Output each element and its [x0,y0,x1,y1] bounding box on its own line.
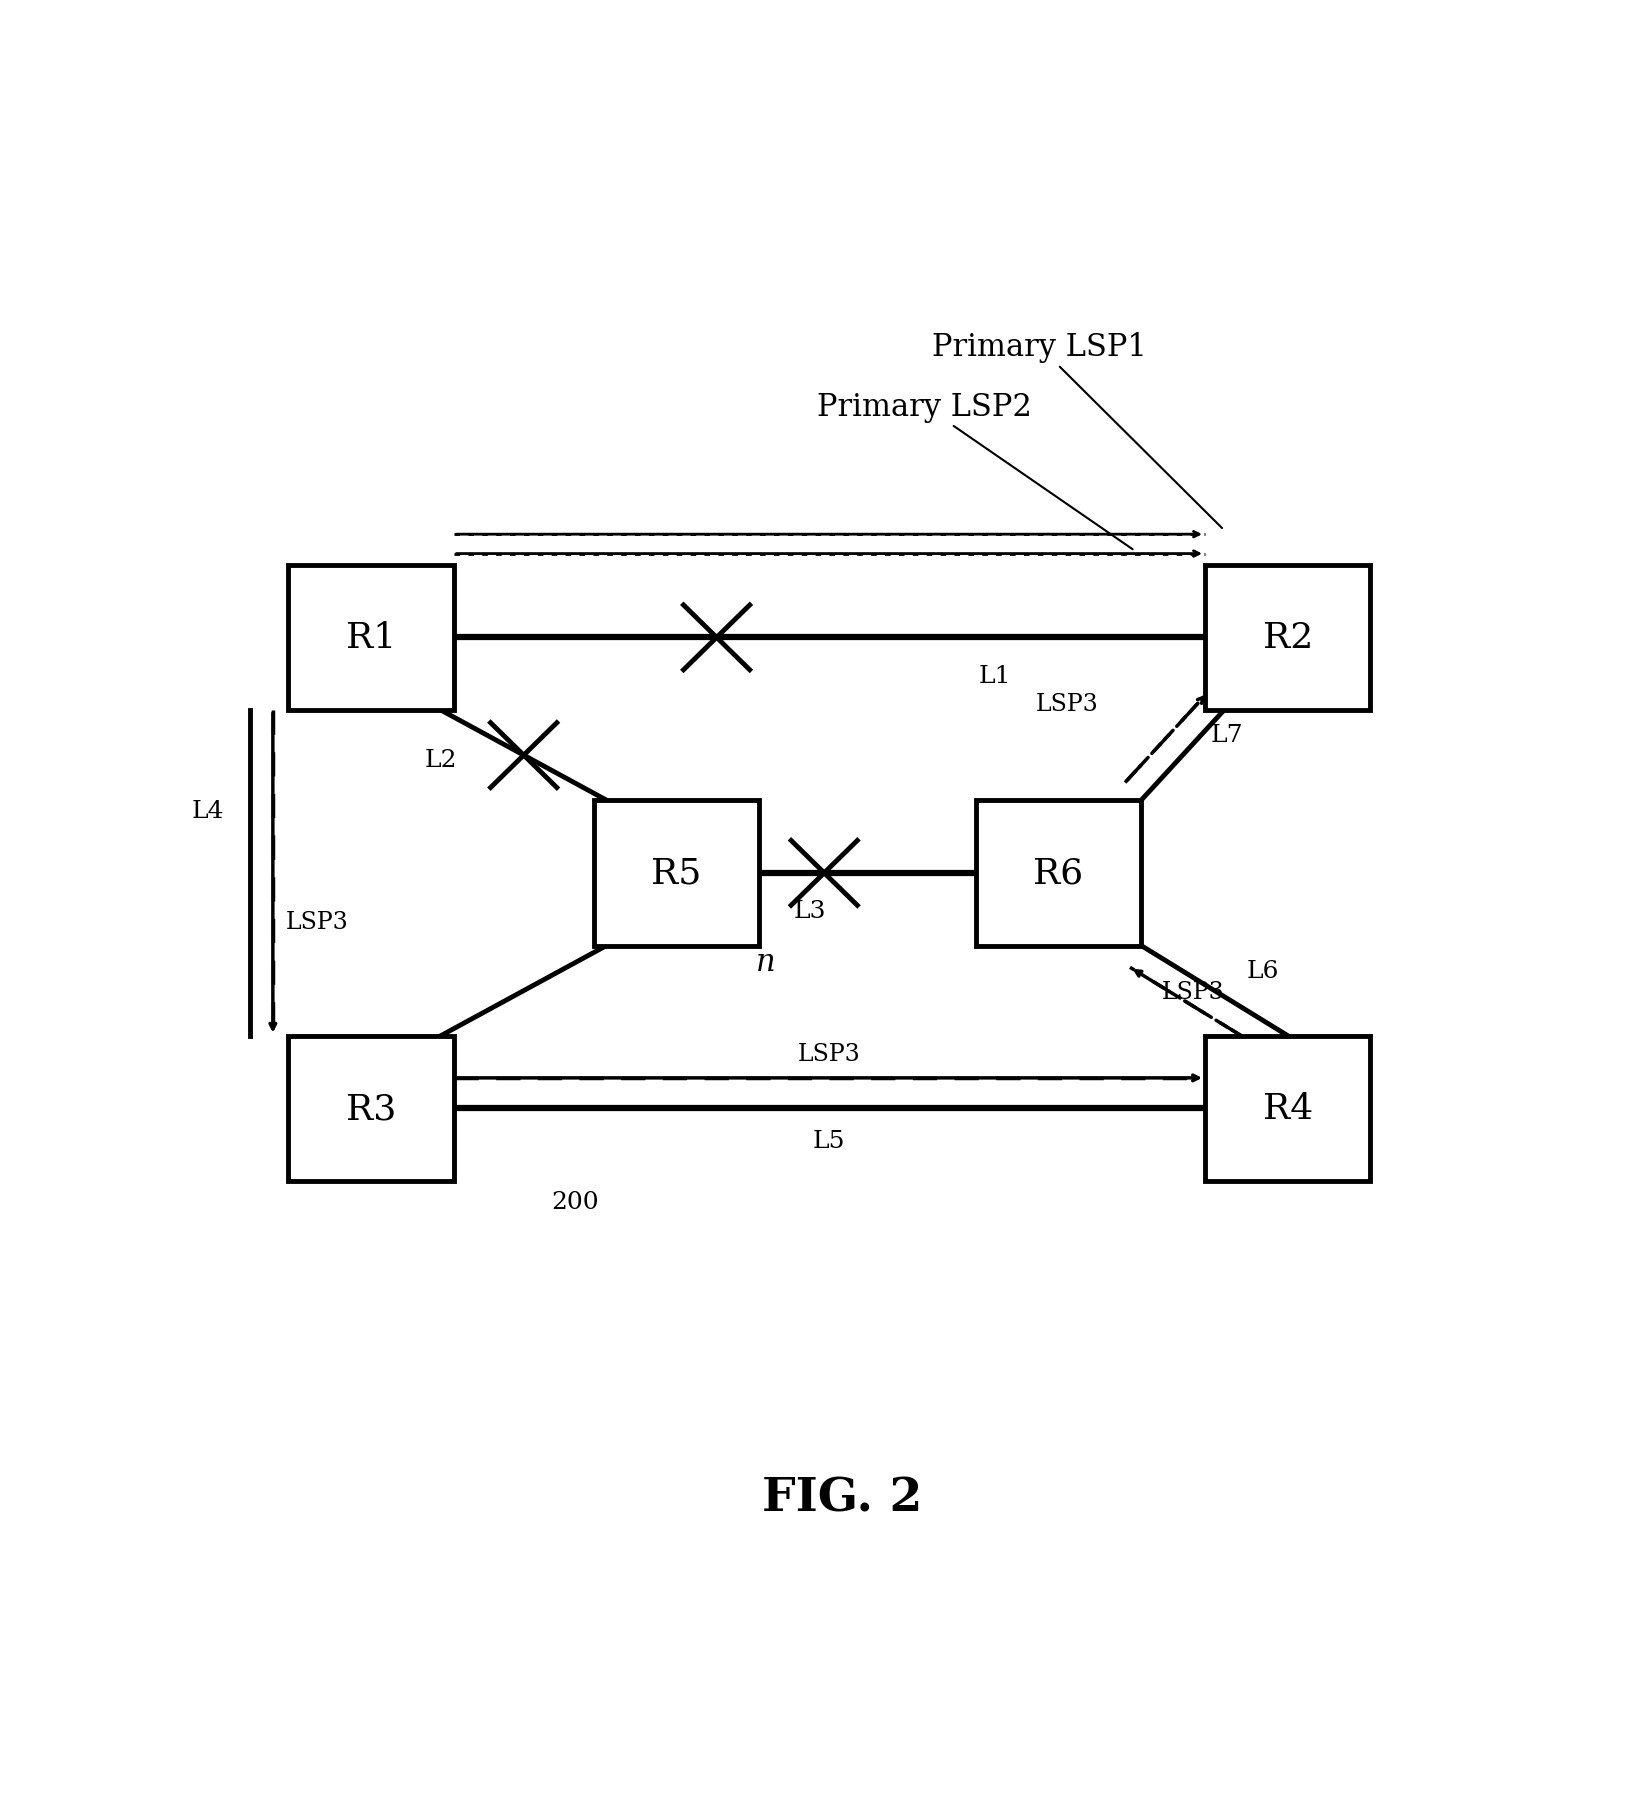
Text: R6: R6 [1033,856,1084,890]
Text: L5: L5 [813,1129,846,1153]
Text: R1: R1 [345,620,396,654]
Text: Primary LSP2: Primary LSP2 [817,392,1132,550]
Text: R2: R2 [1262,620,1313,654]
Bar [288,1036,453,1181]
Text: LSP3: LSP3 [1037,692,1099,716]
Text: LSP3: LSP3 [286,912,348,933]
Text: LSP3: LSP3 [1162,982,1224,1003]
Text: R5: R5 [651,856,702,890]
Text: L6: L6 [1247,958,1278,982]
Text: L4: L4 [192,800,225,823]
Text: R3: R3 [345,1091,396,1126]
Text: 200: 200 [550,1190,598,1214]
Text: L2: L2 [424,748,457,771]
Text: L1: L1 [979,663,1010,687]
Text: R4: R4 [1262,1091,1313,1126]
Text: n: n [756,946,775,978]
Text: Primary LSP1: Primary LSP1 [932,333,1222,529]
Bar [288,565,453,710]
Bar [593,800,759,946]
Bar [1204,1036,1370,1181]
Bar [976,800,1142,946]
Bar [1204,565,1370,710]
Text: FIG. 2: FIG. 2 [762,1474,922,1521]
Text: L3: L3 [794,899,826,922]
Text: L7: L7 [1211,725,1244,746]
Text: LSP3: LSP3 [798,1043,861,1064]
